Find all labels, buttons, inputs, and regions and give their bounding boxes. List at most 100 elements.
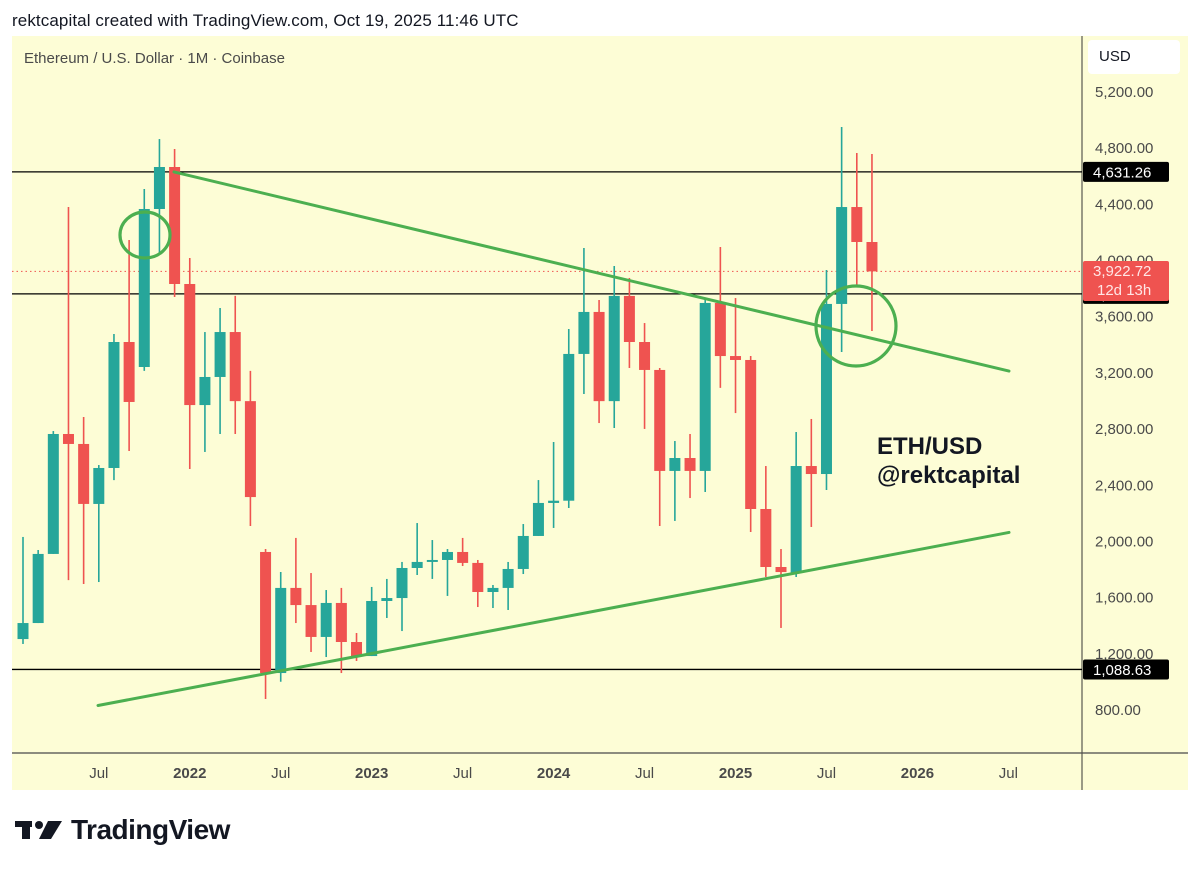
candle-up[interactable] <box>426 559 438 562</box>
candle-up[interactable] <box>93 467 105 504</box>
candle-down[interactable] <box>714 302 726 357</box>
chart-credit: rektcapital created with TradingView.com… <box>12 11 519 30</box>
price-tick-label: 1,200.00 <box>1095 646 1153 663</box>
candle-down[interactable] <box>169 167 181 284</box>
candle-down[interactable] <box>457 551 469 563</box>
time-tick-label: Jul <box>453 765 472 782</box>
candle-down[interactable] <box>623 295 635 343</box>
candle-down[interactable] <box>866 242 878 272</box>
candle-down[interactable] <box>351 642 363 657</box>
candle-up[interactable] <box>214 332 226 377</box>
price-tick-label: 2,800.00 <box>1095 421 1153 438</box>
highlight-circle[interactable] <box>814 284 898 368</box>
candle-down[interactable] <box>184 283 196 406</box>
trendline-descending-resistance[interactable] <box>172 170 1011 373</box>
candle-up[interactable] <box>502 568 514 588</box>
candle-up[interactable] <box>47 433 59 554</box>
candle-up[interactable] <box>563 353 575 501</box>
candle-up[interactable] <box>275 587 287 674</box>
candle-up[interactable] <box>199 376 211 406</box>
level-price-label: 1,088.63 <box>1093 662 1151 679</box>
time-tick-label: Jul <box>89 765 108 782</box>
candle-down[interactable] <box>62 433 74 444</box>
candle-up[interactable] <box>138 208 150 368</box>
price-tick-label: 1,600.00 <box>1095 590 1153 607</box>
price-tick-label: 3,600.00 <box>1095 309 1153 326</box>
candle-up[interactable] <box>548 500 560 503</box>
symbol-title: Ethereum / U.S. Dollar · 1M · Coinbase <box>24 50 285 67</box>
candle-down[interactable] <box>593 311 605 402</box>
price-tick-label: 800.00 <box>1095 702 1141 719</box>
candle-down[interactable] <box>335 602 347 643</box>
candle-down[interactable] <box>805 466 817 475</box>
time-tick-label: 2025 <box>719 765 752 782</box>
candle-up[interactable] <box>487 587 499 593</box>
candle-up[interactable] <box>532 502 544 536</box>
candle-down[interactable] <box>639 342 651 370</box>
candle-down[interactable] <box>775 567 787 573</box>
candle-up[interactable] <box>17 623 29 640</box>
candle-down[interactable] <box>730 356 742 360</box>
last-price-badge <box>1083 261 1169 301</box>
candle-down[interactable] <box>260 551 272 674</box>
tradingview-logo-text: TradingView <box>71 814 230 845</box>
candle-down[interactable] <box>290 587 302 606</box>
time-tick-label: 2022 <box>173 765 206 782</box>
candle-up[interactable] <box>108 342 120 468</box>
candle-up[interactable] <box>396 567 408 599</box>
candle-up[interactable] <box>381 598 393 601</box>
level-price-badge <box>1083 161 1169 182</box>
candle-up[interactable] <box>608 295 620 402</box>
watermark-line2: @rektcapital <box>877 462 1021 489</box>
time-tick-label: Jul <box>999 765 1018 782</box>
time-tick-label: 2023 <box>355 765 388 782</box>
price-tick-label: 3,200.00 <box>1095 365 1153 382</box>
candle-up[interactable] <box>320 602 332 637</box>
candle-down[interactable] <box>78 443 90 504</box>
time-tick-label: 2026 <box>901 765 934 782</box>
candle-down[interactable] <box>760 508 772 568</box>
currency-button[interactable]: USD <box>1088 40 1180 74</box>
tradingview-logo[interactable]: TradingView <box>15 814 230 846</box>
watermark-line1: ETH/USD <box>877 433 983 460</box>
candle-down[interactable] <box>472 562 484 593</box>
time-tick-label: Jul <box>271 765 290 782</box>
time-tick-label: 2024 <box>537 765 571 782</box>
candle-up[interactable] <box>699 302 711 471</box>
candle-up[interactable] <box>669 458 681 471</box>
last-price-label: 3,922.72 <box>1093 263 1151 280</box>
candle-up[interactable] <box>836 207 848 304</box>
level-price-label: 4,631.26 <box>1093 164 1151 181</box>
candle-down[interactable] <box>123 342 135 402</box>
candle-down[interactable] <box>654 369 666 471</box>
candle-down[interactable] <box>745 359 757 509</box>
candle-down[interactable] <box>229 332 241 402</box>
highlight-circle[interactable] <box>118 210 172 260</box>
candle-up[interactable] <box>32 553 44 624</box>
price-tick-label: 2,400.00 <box>1095 477 1153 494</box>
price-tick-label: 4,400.00 <box>1095 196 1153 213</box>
tradingview-logo-icon <box>15 821 62 839</box>
candle-down[interactable] <box>851 207 863 243</box>
candle-down[interactable] <box>244 401 256 498</box>
candle-up[interactable] <box>790 466 802 574</box>
bar-countdown-label: 12d 13h <box>1097 282 1151 299</box>
candle-up[interactable] <box>411 561 423 568</box>
time-tick-label: Jul <box>817 765 836 782</box>
candle-up[interactable] <box>578 311 590 354</box>
candle-down[interactable] <box>684 458 696 471</box>
candle-up[interactable] <box>820 303 832 475</box>
candle-up[interactable] <box>366 600 378 657</box>
chart-pane[interactable] <box>12 36 1188 790</box>
level-price-badge <box>1083 659 1169 680</box>
price-tick-label: 4,800.00 <box>1095 140 1153 157</box>
candle-up[interactable] <box>153 167 165 209</box>
candle-up[interactable] <box>517 535 529 569</box>
chart-watermark: ETH/USD @rektcapital <box>877 432 1020 490</box>
candle-down[interactable] <box>305 605 317 637</box>
time-tick-label: Jul <box>635 765 654 782</box>
candle-up[interactable] <box>441 551 453 560</box>
price-tick-label: 2,000.00 <box>1095 533 1153 550</box>
trendline-ascending-support[interactable] <box>96 530 1011 707</box>
